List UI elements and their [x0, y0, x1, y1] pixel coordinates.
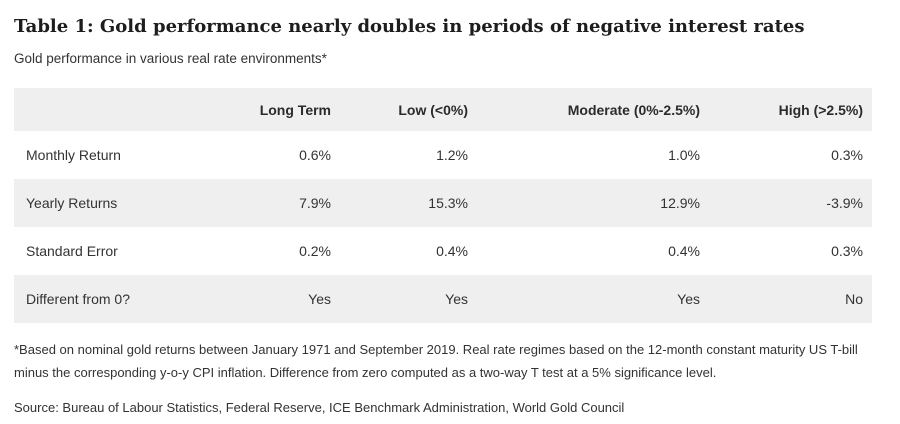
- table-cell: 1.0%: [668, 147, 700, 163]
- table-cell: 0.6%: [299, 147, 331, 163]
- table-subtitle: Gold performance in various real rate en…: [14, 51, 327, 66]
- row-label: Standard Error: [26, 243, 118, 259]
- table-cell: 1.2%: [436, 147, 468, 163]
- table-row-standard-error: Standard Error 0.2% 0.4% 0.4% 0.3%: [14, 227, 872, 275]
- column-header-low: Low (<0%): [331, 88, 468, 131]
- table-cell: -3.9%: [700, 179, 872, 227]
- row-label: Monthly Return: [26, 147, 121, 163]
- column-header-high: High (>2.5%): [700, 88, 872, 131]
- table-row-different-from-0: Different from 0? Yes Yes Yes No: [14, 275, 872, 323]
- table-row-yearly-returns: Yearly Returns 7.9% 15.3% 12.9% -3.9%: [14, 179, 872, 227]
- source-line: Source: Bureau of Labour Statistics, Fed…: [14, 400, 625, 415]
- table-cell: 15.3%: [331, 179, 468, 227]
- row-label: Yearly Returns: [14, 179, 246, 227]
- table-cell: 0.3%: [831, 147, 863, 163]
- table-header-row: Long Term Low (<0%) Moderate (0%-2.5%) H…: [14, 88, 872, 131]
- table-cell: 0.4%: [436, 243, 468, 259]
- table-cell: 0.2%: [299, 243, 331, 259]
- table-cell: Yes: [468, 275, 700, 323]
- gold-performance-table: Long Term Low (<0%) Moderate (0%-2.5%) H…: [14, 88, 872, 323]
- table-title: Table 1: Gold performance nearly doubles…: [14, 16, 805, 37]
- table-footnote: *Based on nominal gold returns between J…: [14, 342, 858, 380]
- row-label: Different from 0?: [14, 275, 246, 323]
- table-cell: 0.4%: [668, 243, 700, 259]
- table-cell: No: [700, 275, 872, 323]
- column-header-moderate: Moderate (0%-2.5%): [468, 88, 700, 131]
- table-row-monthly-return: Monthly Return 0.6% 1.2% 1.0% 0.3%: [14, 131, 872, 179]
- column-header-blank: [14, 88, 246, 131]
- table-cell: 7.9%: [246, 179, 331, 227]
- table-cell: 0.3%: [831, 243, 863, 259]
- table-cell: Yes: [246, 275, 331, 323]
- table-cell: Yes: [331, 275, 468, 323]
- column-header-long-term: Long Term: [246, 88, 331, 131]
- table-cell: 12.9%: [468, 179, 700, 227]
